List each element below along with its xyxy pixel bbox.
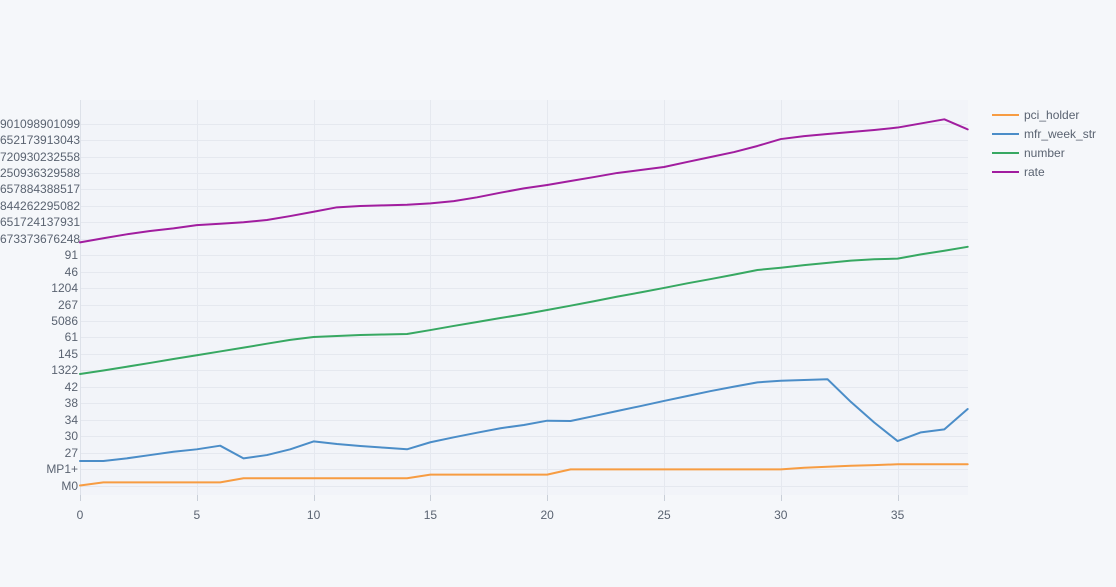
y-tick-label: 42 [64,379,78,394]
x-tick-mark [313,495,315,501]
horizontal-gridline [80,403,968,405]
legend-swatch-line-icon [992,170,1019,173]
horizontal-gridline [80,485,968,487]
legend-swatch-line-icon [992,113,1019,116]
legend-item-mfr-week-str[interactable]: mfr_week_str [992,124,1096,143]
y-tick-label: 5086 [51,314,78,328]
x-tick-label: 5 [193,508,201,522]
y-tick-label: 901098901099 [0,116,81,131]
horizontal-gridline [80,469,968,471]
chart-legend: pci_holder mfr_week_str number rate [992,105,1096,181]
horizontal-gridline [80,205,968,207]
vertical-gridline [664,100,665,495]
x-tick-label: 10 [306,508,321,522]
horizontal-gridline [80,452,968,454]
horizontal-gridline [80,238,968,240]
x-tick-label: 0 [76,508,84,522]
x-tick-label: 35 [890,508,905,522]
plot-area [80,100,968,495]
horizontal-gridline [80,222,968,224]
y-tick-label: 46 [64,264,78,279]
x-tick-mark [80,495,81,501]
horizontal-gridline [80,123,968,125]
y-tick-label: 34 [64,412,78,427]
horizontal-gridline [80,271,968,273]
horizontal-gridline [80,353,968,355]
x-tick-label: 25 [657,508,671,522]
x-tick-mark [897,495,899,501]
horizontal-gridline [80,140,968,142]
horizontal-gridline [80,419,968,421]
horizontal-gridline [80,189,968,191]
horizontal-gridline [80,172,968,174]
legend-item-rate[interactable]: rate [992,162,1096,181]
series-line-rate [79,118,969,244]
y-tick-label: 30 [64,429,78,444]
horizontal-gridline [80,304,968,306]
y-tick-label: 1204 [51,281,78,296]
legend-item-label: mfr_week_str [1024,126,1097,141]
horizontal-gridline [80,156,968,158]
y-tick-label: 250936329588 [0,165,81,180]
x-tick-mark [664,495,665,501]
series-line-mfr_week_str [79,378,969,462]
vertical-gridline [313,100,315,495]
x-tick-mark [430,495,432,501]
y-axis-line [80,100,81,495]
y-tick-label: 652173913043 [0,133,81,148]
y-tick-label: 1322 [51,363,78,378]
vertical-gridline [430,100,432,495]
x-tick-mark [780,495,782,501]
horizontal-gridline [80,436,968,438]
horizontal-gridline [80,288,968,290]
legend-item-pci-holder[interactable]: pci_holder [992,105,1096,124]
y-tick-label: 844262295082 [0,198,81,213]
horizontal-gridline [80,255,968,257]
horizontal-gridline [80,386,968,388]
vertical-gridline [547,100,549,495]
legend-item-label: number [1024,145,1065,160]
x-tick-label: 15 [423,508,438,522]
x-tick-label: 20 [540,508,554,522]
y-tick-label: 61 [64,330,78,345]
y-tick-label: M0 [61,478,78,493]
series-line-pci_holder [79,463,969,487]
legend-item-number[interactable]: number [992,143,1096,162]
y-tick-label: 91 [64,248,78,263]
legend-swatch-line-icon [992,132,1019,135]
series-line-number [79,245,969,375]
horizontal-gridline [80,370,968,372]
y-tick-label: 27 [64,445,78,460]
legend-item-label: pci_holder [1024,107,1080,122]
x-tick-mark [196,495,198,501]
y-tick-label: 145 [57,346,78,361]
y-tick-label: 651724137931 [0,215,81,230]
y-tick-label: 267 [57,297,78,312]
y-tick-label: 657884388517 [0,182,81,197]
y-tick-label: MP1+ [46,462,78,477]
vertical-gridline [196,100,198,495]
legend-item-label: rate [1024,164,1045,179]
x-tick-mark [547,495,549,501]
vertical-gridline [780,100,782,495]
y-tick-label: 720930232558 [0,149,81,164]
horizontal-gridline [80,321,968,322]
vertical-gridline [897,100,899,495]
legend-swatch-line-icon [992,151,1019,154]
horizontal-gridline [80,337,968,339]
y-tick-label: 38 [64,396,78,411]
x-tick-label: 30 [774,508,788,522]
y-tick-label: 673373676248 [0,231,81,246]
